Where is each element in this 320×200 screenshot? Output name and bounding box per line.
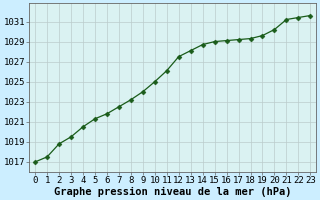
X-axis label: Graphe pression niveau de la mer (hPa): Graphe pression niveau de la mer (hPa) xyxy=(54,186,292,197)
